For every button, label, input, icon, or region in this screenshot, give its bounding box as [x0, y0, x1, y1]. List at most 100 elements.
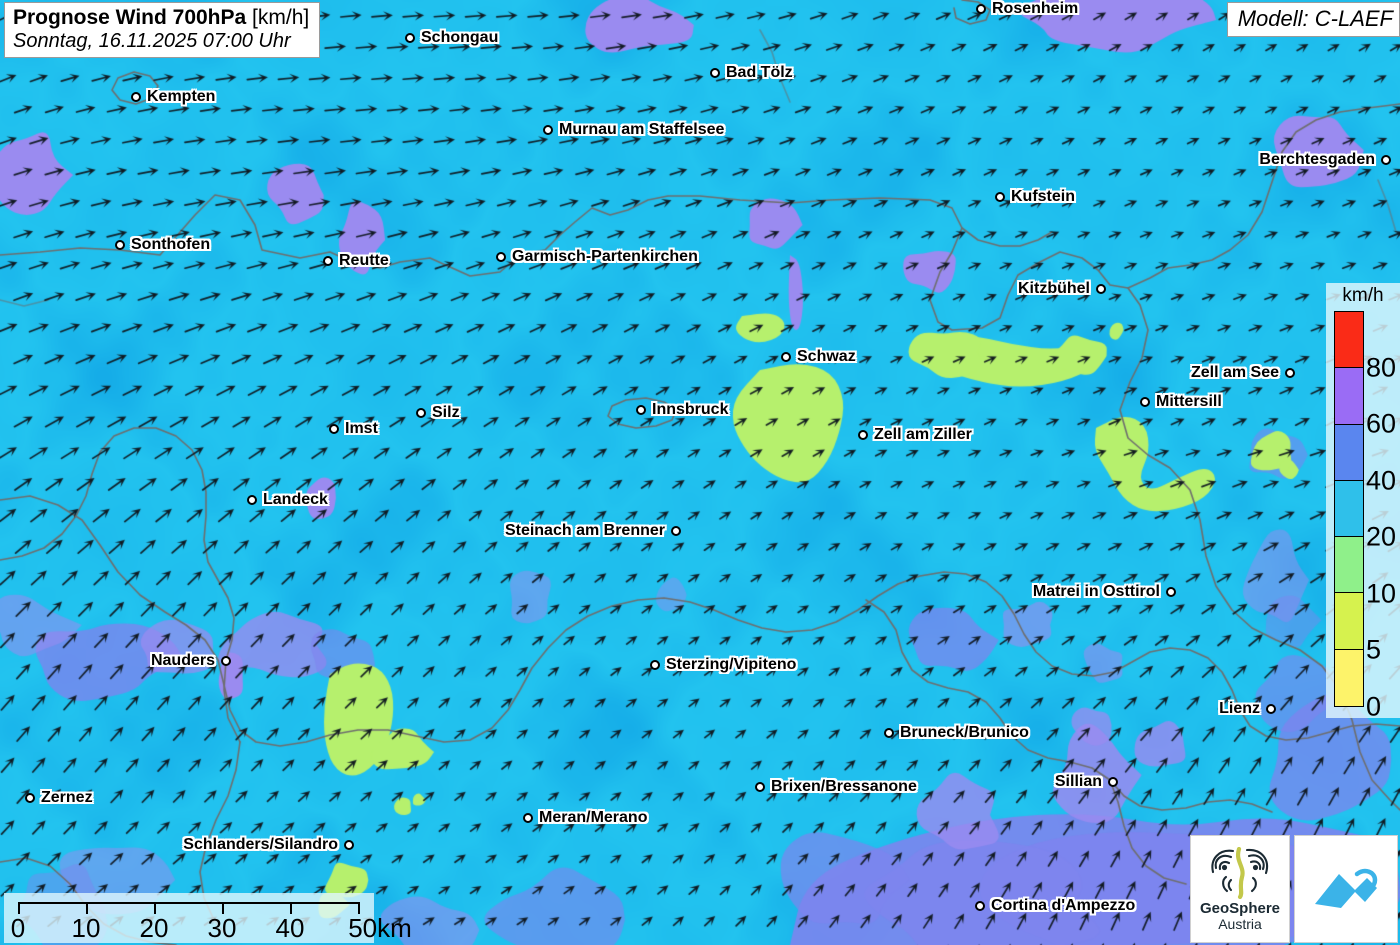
scale-tick-30	[222, 902, 224, 914]
scale-tick-20	[154, 902, 156, 914]
city-label: Kufstein	[1011, 188, 1075, 205]
scale-label-10: 10	[71, 913, 101, 943]
city-label: Murnau am Staffelsee	[559, 121, 725, 138]
city-label: Schongau	[421, 29, 499, 46]
forecast-title-box: Prognose Wind 700hPa [km/h] Sonntag, 16.…	[4, 2, 321, 58]
legend-band-10	[1335, 537, 1363, 594]
model-name: Modell: C-LAEF	[1237, 6, 1393, 31]
city-label: Lienz	[1219, 700, 1260, 717]
scale-label-50: 50km	[348, 913, 412, 943]
scale-label-40: 40	[275, 913, 305, 943]
legend-tick-5: 5	[1366, 634, 1382, 665]
city-dot-icon	[858, 430, 868, 440]
geosphere-logo-sub: Austria	[1218, 915, 1262, 932]
city-dot-icon	[636, 405, 646, 415]
legend-unit-label: km/h	[1342, 285, 1384, 306]
legend-tick-10: 10	[1366, 578, 1397, 609]
city-label: Steinach am Brenner	[504, 522, 665, 539]
city-label: Reutte	[339, 252, 389, 269]
city-dot-icon	[976, 4, 986, 14]
city-label: Sillian	[1054, 773, 1102, 790]
scale-bar: 0 10 20 30 40 50km	[4, 893, 412, 943]
city-label: Schlanders/Silandro	[183, 836, 338, 853]
city-label: Landeck	[263, 491, 328, 508]
city-label: Sonthofen	[131, 236, 211, 253]
city-dot-icon	[25, 793, 35, 803]
city-dot-icon	[1096, 284, 1106, 294]
legend-tick-40: 40	[1366, 465, 1397, 496]
city-dot-icon	[1285, 368, 1295, 378]
city-label: Silz	[432, 404, 460, 421]
legend-band-20	[1335, 480, 1363, 538]
legend-band-0	[1335, 649, 1363, 706]
legend-tick-0: 0	[1366, 691, 1382, 722]
forecast-title-line: Prognose Wind 700hPa [km/h]	[13, 6, 309, 30]
city-dot-icon	[221, 656, 231, 666]
geosphere-austria-logo[interactable]: GeoSphere Austria	[1190, 835, 1290, 943]
city-label: Zell am See	[1190, 364, 1279, 381]
city-dot-icon	[884, 728, 894, 738]
city-dot-icon	[995, 192, 1005, 202]
city-label: Bruneck/Brunico	[900, 724, 1029, 741]
page-title: Prognose Wind 700hPa	[13, 6, 247, 29]
legend-band-60	[1335, 368, 1363, 425]
scale-label-0: 0	[10, 913, 26, 943]
city-label: Berchtesgaden	[1259, 151, 1375, 168]
city-dot-icon	[323, 256, 333, 266]
legend-tick-labels: 80 60 40 20 10 5 0	[1366, 311, 1400, 720]
city-dot-icon	[650, 660, 660, 670]
forecast-timestamp: Sonntag, 16.11.2025 07:00 Uhr	[13, 29, 291, 52]
city-dot-icon	[543, 125, 553, 135]
city-dot-icon	[781, 352, 791, 362]
city-label: Zernez	[41, 789, 93, 806]
city-label: Brixen/Bressanone	[771, 778, 917, 795]
scale-tick-10	[86, 902, 88, 914]
title-unit: [km/h]	[252, 6, 310, 29]
logo-strip: GeoSphere Austria	[1190, 835, 1398, 943]
mountain-arrow-logo[interactable]	[1294, 835, 1398, 943]
city-dot-icon	[523, 813, 533, 823]
city-dot-icon	[329, 424, 339, 434]
mountain-arrow-icon	[1315, 868, 1378, 908]
city-dot-icon	[496, 252, 506, 262]
legend-band-5	[1335, 593, 1363, 650]
city-label: Sterzing/Vipiteno	[666, 656, 797, 673]
city-label: Garmisch-Partenkirchen	[512, 248, 698, 265]
city-dot-icon	[247, 495, 257, 505]
city-dot-icon	[131, 92, 141, 102]
legend-tick-20: 20	[1366, 521, 1397, 552]
city-label: Cortina d'Ampezzo	[991, 897, 1136, 914]
scale-label-20: 20	[139, 913, 169, 943]
city-label: Zell am Ziller	[874, 426, 972, 443]
city-dot-icon	[115, 240, 125, 250]
scale-bar-labels: 0 10 20 30 40 50km	[4, 913, 412, 943]
city-dot-icon	[344, 840, 354, 850]
city-label: Innsbruck	[652, 401, 729, 418]
city-dot-icon	[1381, 155, 1391, 165]
city-dot-icon	[405, 33, 415, 43]
city-label: Meran/Merano	[539, 809, 648, 826]
city-dot-icon	[1108, 777, 1118, 787]
scale-tick-50	[358, 902, 360, 914]
city-dot-icon	[755, 782, 765, 792]
model-label-box: Modell: C-LAEF	[1226, 2, 1400, 37]
city-dot-icon	[1266, 704, 1276, 714]
city-label: Imst	[345, 420, 378, 437]
legend-panel: km/h 80 60 40 20 10 5 0	[1326, 283, 1400, 720]
scale-tick-0	[18, 902, 20, 914]
city-label: Matrei in Osttirol	[1032, 583, 1160, 600]
scale-bar-graphic	[18, 902, 360, 914]
city-dot-icon	[1166, 587, 1176, 597]
wind-speed-colorbar	[1334, 311, 1364, 707]
city-label: Rosenheim	[992, 0, 1079, 17]
legend-band-40	[1335, 424, 1363, 481]
city-dot-icon	[671, 526, 681, 536]
city-label: Kitzbühel	[1018, 280, 1090, 297]
scale-bar-line	[18, 902, 358, 904]
city-dot-icon	[710, 68, 720, 78]
geosphere-logo-name: GeoSphere	[1199, 899, 1281, 917]
scale-label-30: 30	[207, 913, 237, 943]
city-label: Schwaz	[797, 348, 856, 365]
